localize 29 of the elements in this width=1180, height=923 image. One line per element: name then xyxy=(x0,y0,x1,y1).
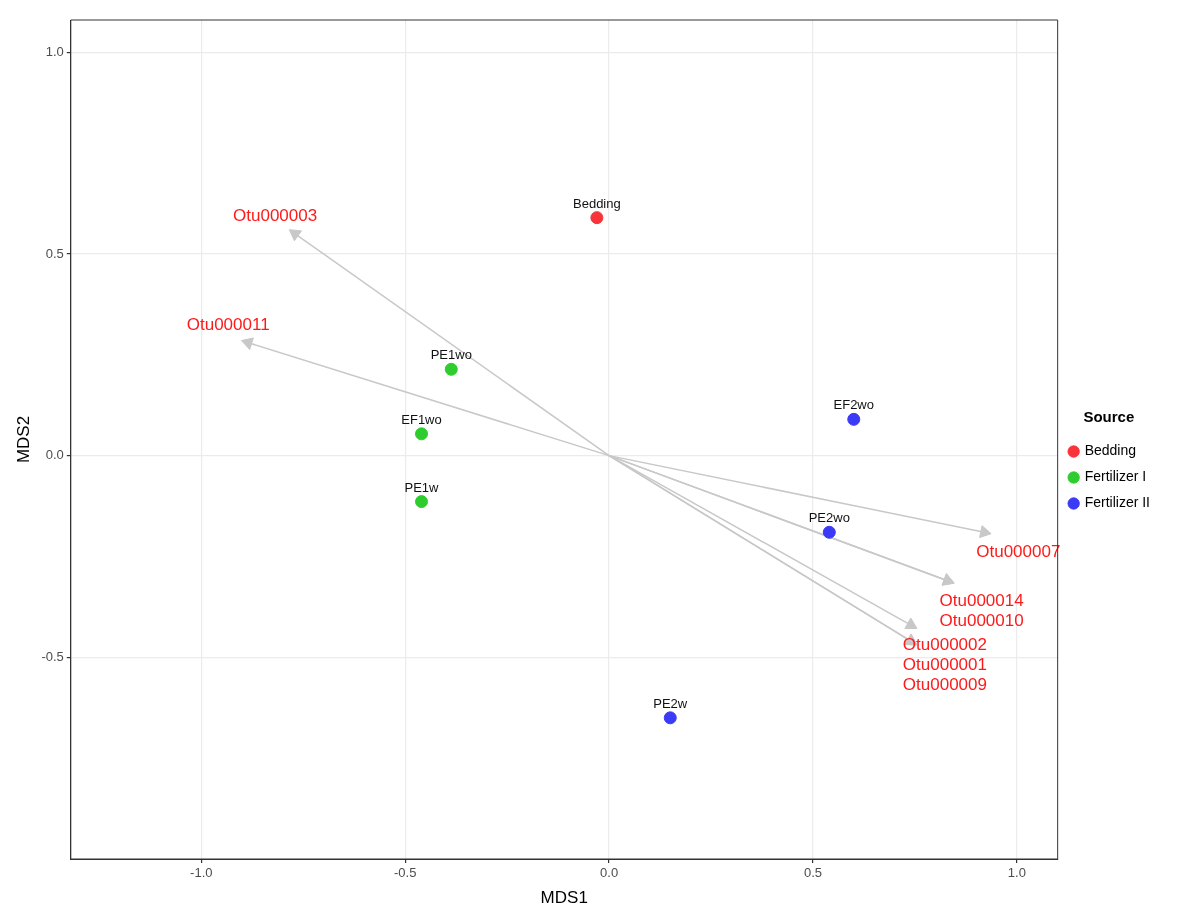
x-tick-label: -1.0 xyxy=(190,865,213,881)
data-label: Otu000002 xyxy=(902,635,987,655)
x-tick-label: 1.0 xyxy=(1007,865,1026,881)
data-label: Otu000001 xyxy=(902,655,987,675)
data-label: Bedding xyxy=(573,195,621,211)
y-tick-label: 0.5 xyxy=(45,245,64,261)
x-tick-label: 0.5 xyxy=(803,865,823,881)
legend-title: Source xyxy=(1083,408,1135,426)
x-axis-title: MDS1 xyxy=(540,888,588,908)
legend-label: Bedding xyxy=(1084,442,1137,459)
legend-label: Fertilizer II xyxy=(1084,494,1151,511)
data-label: PE1w xyxy=(404,479,440,495)
data-label: PE2w xyxy=(653,695,688,711)
data-label: Otu000014 xyxy=(939,590,1024,610)
data-label: EF1wo xyxy=(401,411,442,427)
y-tick-label: -0.5 xyxy=(41,648,64,664)
x-tick-label: 0.0 xyxy=(600,865,619,881)
data-label: Otu000010 xyxy=(939,610,1024,630)
y-tick-label: 0.0 xyxy=(45,447,64,463)
x-tick-label: -0.5 xyxy=(393,865,417,881)
data-label: Otu000009 xyxy=(902,675,987,695)
data-label: EF2wo xyxy=(833,397,874,413)
legend-label: Fertilizer I xyxy=(1084,468,1147,485)
data-label: Otu000003 xyxy=(233,205,318,225)
data-label: PE2wo xyxy=(808,510,850,526)
data-label: PE1wo xyxy=(430,347,472,363)
data-label: Otu000011 xyxy=(186,314,270,334)
y-axis-title: MDS2 xyxy=(13,415,33,464)
y-tick-label: 1.0 xyxy=(45,43,64,59)
